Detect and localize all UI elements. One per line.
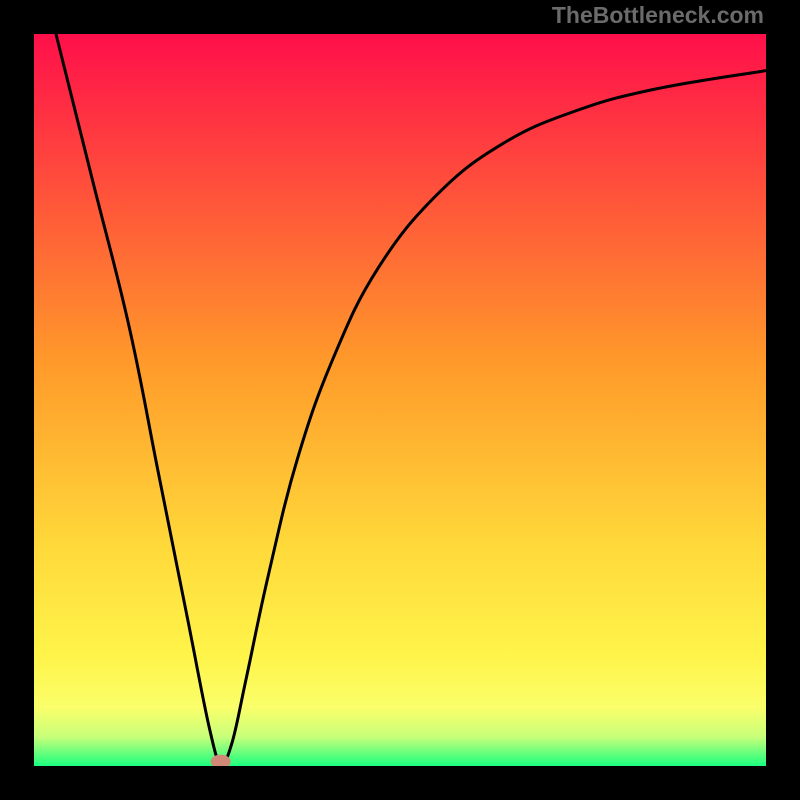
plot-area (34, 34, 766, 766)
chart-frame: TheBottleneck.com (0, 0, 800, 800)
watermark-text: TheBottleneck.com (552, 2, 764, 29)
bottleneck-curve (56, 34, 766, 763)
chart-svg (34, 34, 766, 766)
